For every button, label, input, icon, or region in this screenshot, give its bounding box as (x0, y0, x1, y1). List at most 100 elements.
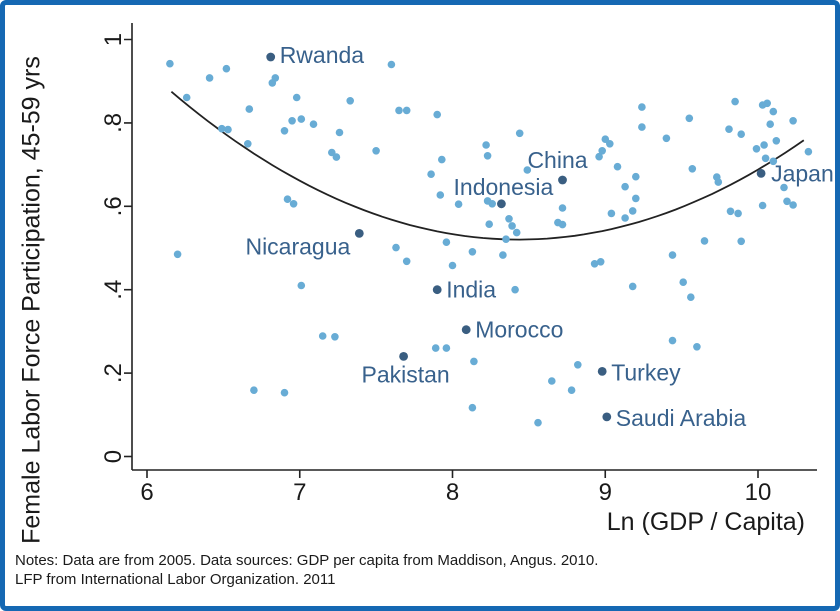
scatter-point (606, 140, 614, 148)
scatter-point (725, 125, 733, 133)
scatter-point (693, 343, 701, 351)
scatter-point (485, 220, 494, 228)
scatter-point (548, 377, 556, 385)
scatter-point (250, 386, 258, 395)
scatter-point (679, 278, 687, 287)
scatter-point (244, 140, 252, 148)
scatter-point (737, 237, 745, 246)
scatter-point (218, 124, 226, 133)
scatter-point (288, 117, 296, 125)
scatter-point (468, 403, 477, 412)
scatter-point (488, 200, 497, 208)
scatter-point (632, 172, 640, 181)
scatter-point (499, 251, 507, 259)
scatter-point (470, 357, 478, 366)
scatter-point (224, 125, 232, 134)
scatter-point (688, 165, 697, 173)
scatter-point (346, 97, 355, 105)
scatter-point (804, 147, 813, 156)
x-tick-label: 6 (140, 479, 153, 506)
country-label-india: India (446, 277, 496, 303)
figure-notes: Notes: Data are from 2005. Data sources:… (15, 551, 598, 589)
labeled-point-turkey (597, 367, 607, 376)
scatter-point (511, 285, 519, 294)
scatter-point (454, 200, 463, 208)
scatter-point (607, 209, 616, 218)
scatter-point (523, 166, 532, 174)
scatter-point (387, 60, 396, 69)
figure-notes-line2: LFP from International Labor Organizatio… (15, 571, 336, 588)
scatter-point (734, 209, 742, 218)
scatter-point (628, 207, 637, 215)
country-label-rwanda: Rwanda (280, 42, 365, 68)
scatter-point (392, 243, 400, 252)
scatter-point (558, 220, 567, 229)
scatter-point (567, 386, 576, 395)
scatter-point (758, 201, 767, 210)
scatter-point (297, 281, 306, 290)
x-tick-label: 7 (293, 479, 306, 506)
x-axis-title: Ln (GDP / Capita) (606, 508, 805, 536)
figure-notes-line1: Notes: Data are from 2005. Data sources:… (15, 552, 599, 569)
scatter-point (628, 282, 637, 291)
labeled-point-indonesia (497, 199, 506, 209)
y-tick-label: .4 (100, 280, 127, 300)
scatter-point (590, 260, 599, 268)
scatter-point (596, 258, 605, 266)
scatter-point (772, 137, 781, 145)
scatter-point (574, 361, 582, 369)
country-label-pakistan: Pakistan (361, 361, 449, 387)
scatter-point (662, 134, 671, 143)
scatter-point (318, 332, 327, 340)
scatter-point (309, 120, 318, 128)
scatter-point (328, 148, 336, 157)
scatter-point (335, 128, 344, 137)
country-label-morocco: Morocco (475, 317, 563, 343)
labeled-point-china (558, 175, 567, 185)
scatter-point (789, 117, 797, 125)
y-axis-title: Female Labor Force Participation, 45-59 … (17, 56, 46, 544)
y-tick-label: .8 (100, 113, 127, 133)
scatter-point (621, 214, 629, 222)
scatter-point (512, 228, 521, 237)
scatter-point (372, 147, 380, 155)
labeled-point-japan (756, 169, 766, 178)
scatter-point (442, 344, 451, 352)
country-label-saudi-arabia: Saudi Arabia (616, 405, 747, 431)
scatter-point (173, 250, 182, 259)
scatter-point (332, 153, 341, 161)
scatter-point (436, 191, 445, 199)
scatter-point (737, 130, 745, 138)
scatter-point (598, 147, 606, 155)
scatter-point (331, 333, 339, 341)
scatter-point (783, 197, 791, 206)
labeled-point-morocco (461, 325, 471, 335)
scatter-point (292, 93, 301, 102)
scatter-point (427, 170, 435, 178)
scatter-point (468, 248, 477, 256)
country-label-turkey: Turkey (611, 359, 681, 385)
scatter-point (271, 74, 280, 82)
scatter-point (752, 145, 761, 153)
scatter-point (283, 195, 292, 203)
scatter-point (780, 183, 788, 192)
scatter-point (402, 106, 411, 115)
scatter-point (761, 154, 770, 163)
scatter-point (731, 97, 739, 106)
scatter-point (483, 152, 492, 160)
country-label-nicaragua: Nicaragua (245, 233, 350, 259)
scatter-point (482, 141, 490, 149)
scatter-point (632, 194, 640, 203)
y-tick-label: .6 (100, 196, 127, 216)
fit-curve (170, 91, 805, 241)
scatter-point (205, 74, 214, 82)
y-tick-label: 1 (100, 33, 127, 46)
scatter-point (448, 261, 457, 270)
scatter-point (726, 207, 735, 216)
country-label-indonesia: Indonesia (454, 174, 554, 200)
scatter-point (714, 178, 723, 186)
scatter-point (700, 237, 709, 245)
country-label-japan: Japan (771, 160, 834, 186)
scatter-point (769, 107, 778, 116)
